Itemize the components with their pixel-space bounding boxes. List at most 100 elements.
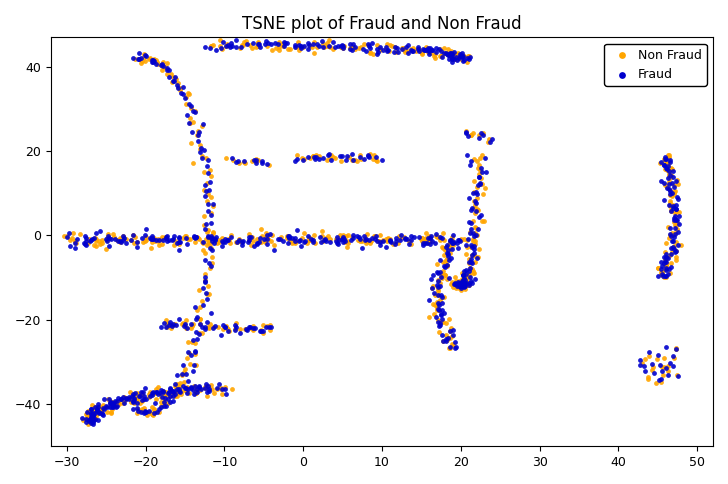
Point (94, 227, 106, 235)
Point (455, 235, 467, 243)
Point (87, 411, 98, 419)
Point (324, 239, 336, 246)
Point (473, 170, 485, 178)
Point (668, 245, 680, 253)
Point (87, 409, 99, 417)
Point (174, 238, 186, 246)
Point (422, 235, 433, 242)
Point (248, 39, 259, 47)
Point (461, 127, 472, 135)
Point (670, 222, 682, 229)
Point (261, 233, 272, 241)
Point (70, 240, 82, 247)
Point (161, 64, 173, 72)
Point (665, 171, 676, 179)
Point (432, 291, 444, 299)
Point (662, 235, 674, 242)
Point (331, 233, 342, 241)
Point (432, 287, 444, 294)
Point (251, 240, 263, 248)
Point (147, 235, 159, 242)
Point (205, 219, 217, 227)
Point (381, 40, 393, 48)
Point (445, 324, 456, 332)
Point (173, 239, 185, 246)
Point (443, 344, 454, 351)
Point (662, 367, 673, 375)
Point (665, 186, 676, 194)
Point (200, 235, 212, 243)
Point (374, 43, 386, 51)
Point (457, 52, 469, 60)
Point (103, 234, 114, 242)
Point (389, 43, 400, 51)
Point (667, 362, 678, 369)
Point (149, 399, 161, 407)
Point (466, 259, 478, 267)
Point (209, 235, 221, 242)
Point (465, 225, 477, 232)
Point (317, 37, 328, 45)
Point (446, 254, 457, 262)
Point (464, 273, 475, 281)
Point (216, 234, 228, 242)
Point (181, 324, 193, 332)
Point (444, 250, 456, 257)
Point (663, 151, 675, 159)
Point (423, 296, 435, 303)
Point (453, 55, 464, 62)
Point (400, 44, 411, 51)
Point (174, 382, 186, 390)
Point (661, 166, 673, 174)
Point (186, 322, 197, 330)
Point (335, 42, 347, 50)
Point (448, 48, 459, 56)
Point (94, 240, 106, 247)
Point (273, 43, 285, 51)
Point (389, 43, 401, 51)
Point (138, 392, 150, 399)
Point (146, 238, 157, 246)
Point (371, 41, 382, 48)
Point (262, 39, 274, 47)
Point (436, 299, 448, 307)
Point (410, 47, 422, 55)
Point (440, 319, 452, 327)
Point (416, 234, 428, 242)
Point (151, 236, 162, 244)
Point (225, 39, 237, 47)
Point (124, 394, 136, 402)
Point (80, 237, 92, 244)
Point (260, 323, 272, 331)
Point (230, 36, 242, 44)
Point (665, 190, 676, 198)
Point (114, 237, 126, 245)
Point (177, 234, 189, 242)
Point (98, 395, 110, 403)
Point (655, 378, 667, 386)
Point (199, 384, 210, 392)
Point (465, 243, 477, 251)
Point (457, 272, 469, 279)
Point (170, 321, 181, 329)
Point (446, 58, 458, 66)
Point (441, 241, 453, 249)
Point (336, 152, 348, 160)
Point (436, 306, 448, 314)
Title: TSNE plot of Fraud and Non Fraud: TSNE plot of Fraud and Non Fraud (242, 15, 522, 33)
Point (309, 38, 320, 45)
Point (468, 245, 480, 253)
Point (163, 66, 175, 74)
Point (195, 385, 207, 393)
Point (662, 363, 674, 370)
Point (190, 389, 202, 397)
Point (157, 393, 168, 401)
Point (418, 46, 430, 54)
Point (155, 61, 167, 69)
Point (468, 189, 480, 197)
Point (144, 390, 156, 398)
Point (84, 417, 95, 424)
Point (155, 402, 167, 410)
Point (642, 374, 654, 381)
Point (459, 128, 471, 136)
